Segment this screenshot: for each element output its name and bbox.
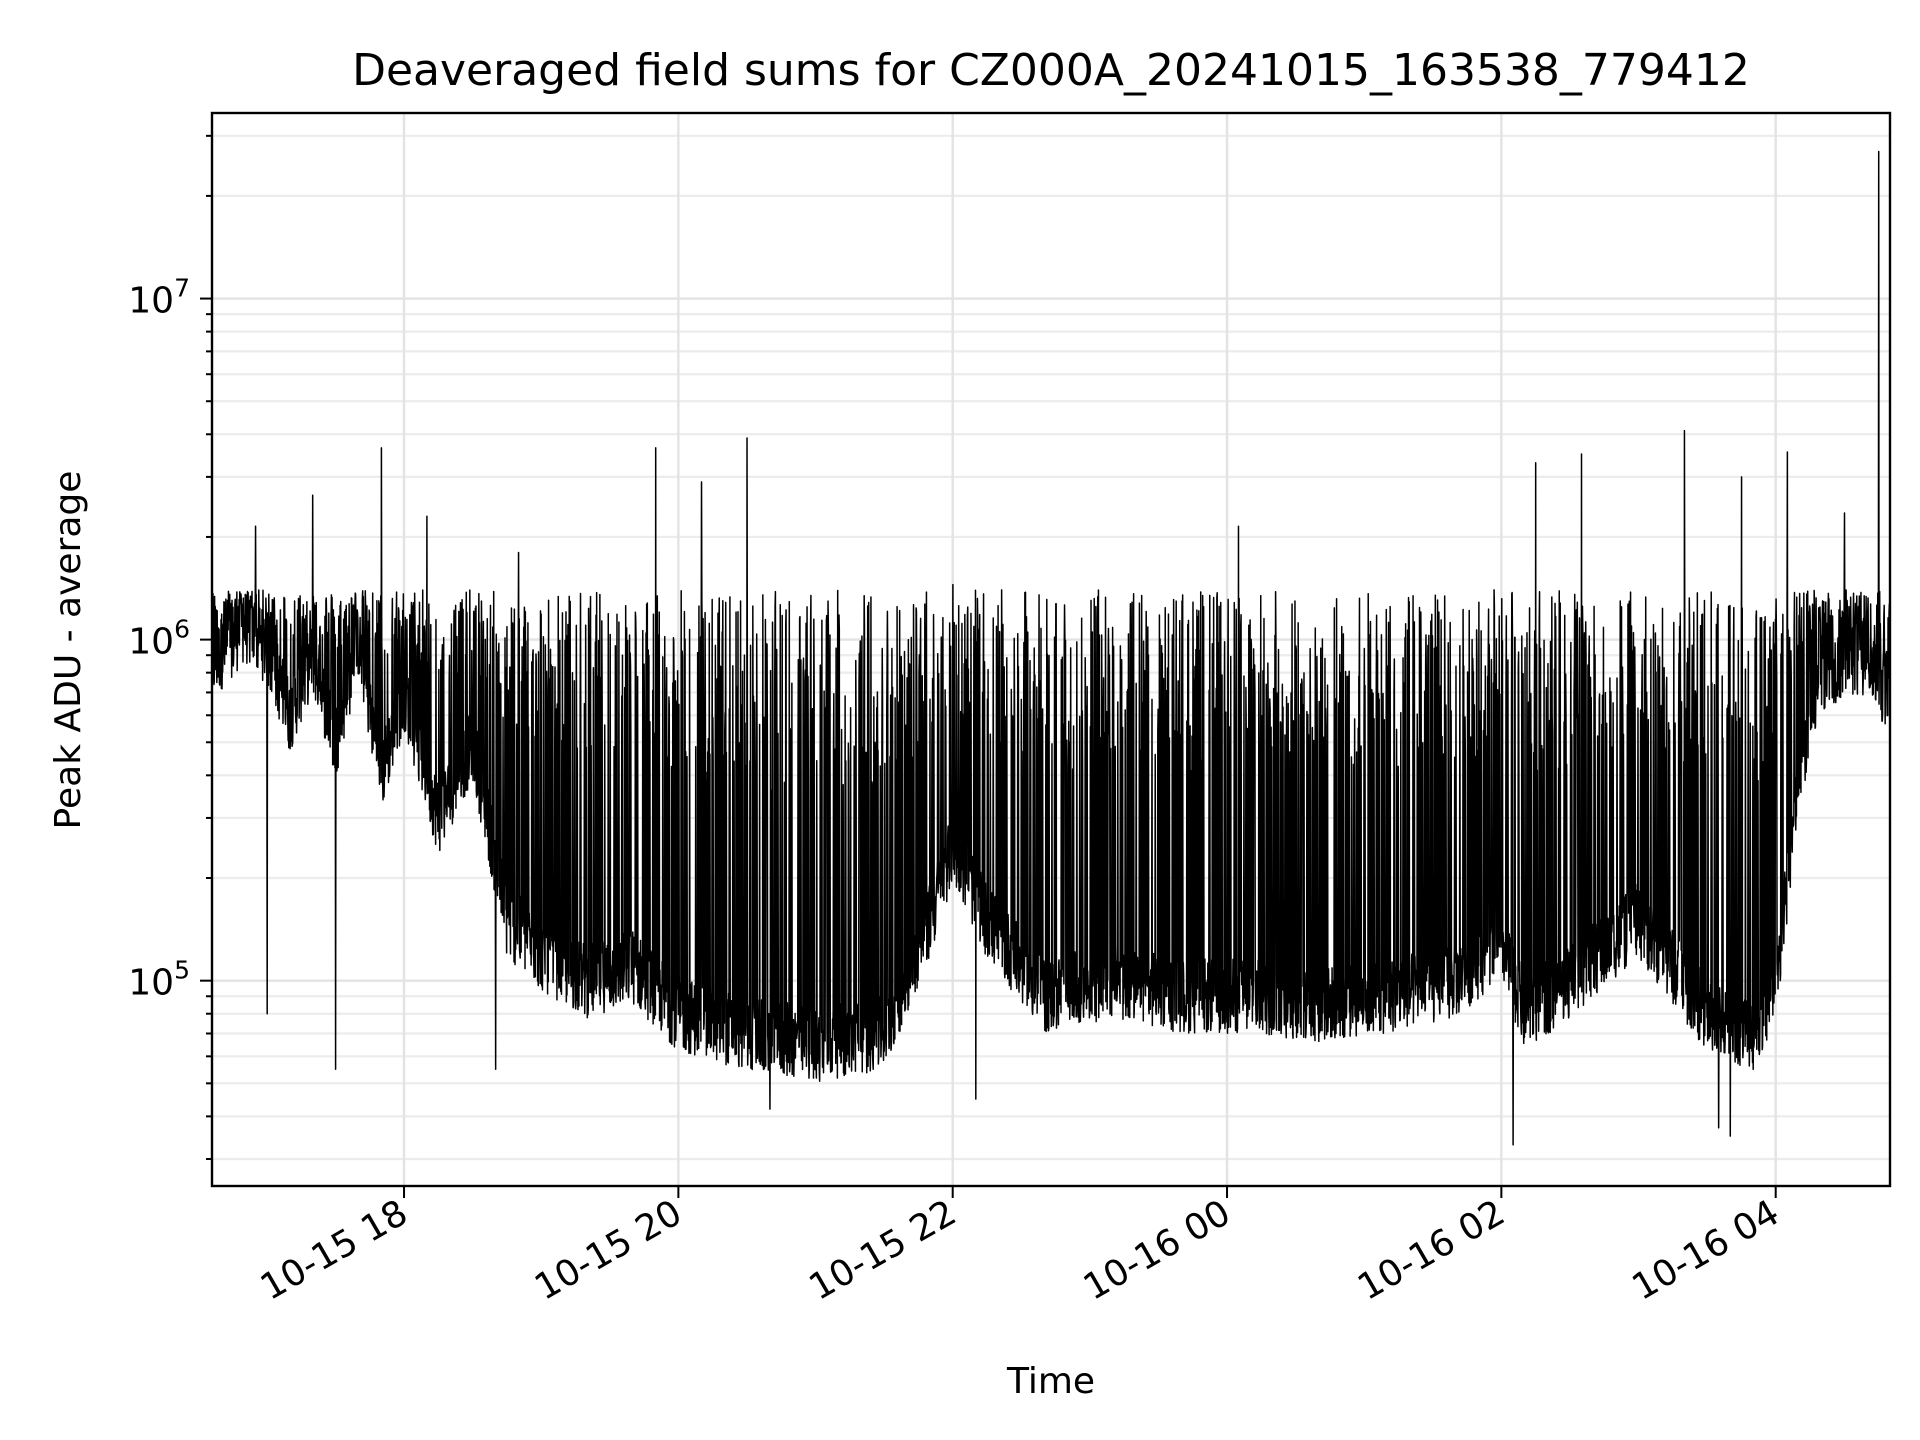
y-axis-label: Peak ADU - average (48, 471, 89, 830)
y-tick-label: 107 (128, 274, 190, 322)
series-layer (211, 150, 1891, 1146)
y-tick-label: 106 (128, 615, 190, 663)
chart-title: Deaveraged field sums for CZ000A_2024101… (352, 45, 1750, 96)
y-tick-label: 105 (128, 956, 190, 1004)
series-line (211, 150, 1891, 1146)
plot-frame (210, 111, 1892, 1188)
x-axis-label: Time (1006, 1361, 1095, 1402)
